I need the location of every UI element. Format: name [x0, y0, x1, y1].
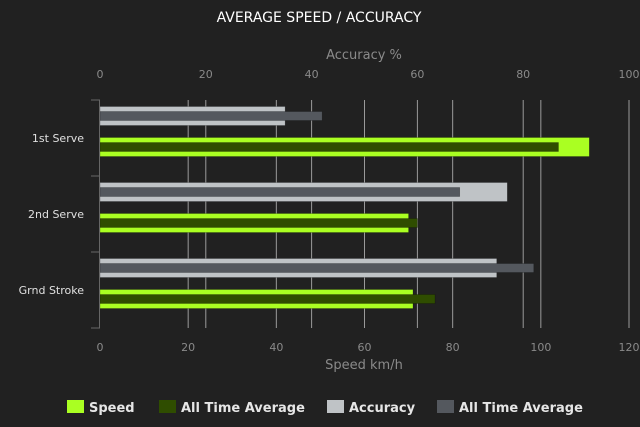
bottom-tick-label: 80	[446, 341, 460, 354]
top-tick-label: 40	[305, 68, 319, 81]
bottom-tick-label: 60	[358, 341, 372, 354]
legend-swatch	[437, 400, 454, 413]
top-tick-label: 100	[619, 68, 640, 81]
legend-swatch	[67, 400, 84, 413]
bottom-tick-label: 20	[181, 341, 195, 354]
bar-speed-all-time-average	[99, 294, 436, 304]
top-tick-label: 80	[516, 68, 530, 81]
bottom-tick-label: 100	[530, 341, 551, 354]
top-axis-label: Accuracy %	[326, 48, 402, 63]
bar-speed-all-time-average	[99, 218, 418, 228]
category-label: Grnd Stroke	[19, 284, 85, 297]
chart-title: AVERAGE SPEED / ACCURACY	[217, 10, 422, 26]
bar-accuracy-all-time-average	[99, 111, 323, 121]
bottom-tick-label: 0	[97, 341, 104, 354]
legend-swatch	[327, 400, 344, 413]
bottom-tick-label: 120	[619, 341, 640, 354]
bar-accuracy-all-time-average	[99, 187, 461, 197]
category-label: 1st Serve	[32, 132, 84, 145]
legend-label: Speed	[89, 401, 135, 416]
bottom-tick-label: 40	[269, 341, 283, 354]
bottom-axis-label: Speed km/h	[325, 358, 403, 373]
top-tick-label: 20	[199, 68, 213, 81]
top-tick-label: 60	[410, 68, 424, 81]
top-tick-label: 0	[97, 68, 104, 81]
legend-label: All Time Average	[181, 401, 305, 416]
legend-swatch	[159, 400, 176, 413]
category-label: 2nd Serve	[28, 208, 84, 221]
legend-label: All Time Average	[459, 401, 583, 416]
bar-speed-all-time-average	[99, 142, 559, 152]
bar-accuracy-all-time-average	[99, 263, 535, 273]
legend-label: Accuracy	[349, 401, 416, 416]
